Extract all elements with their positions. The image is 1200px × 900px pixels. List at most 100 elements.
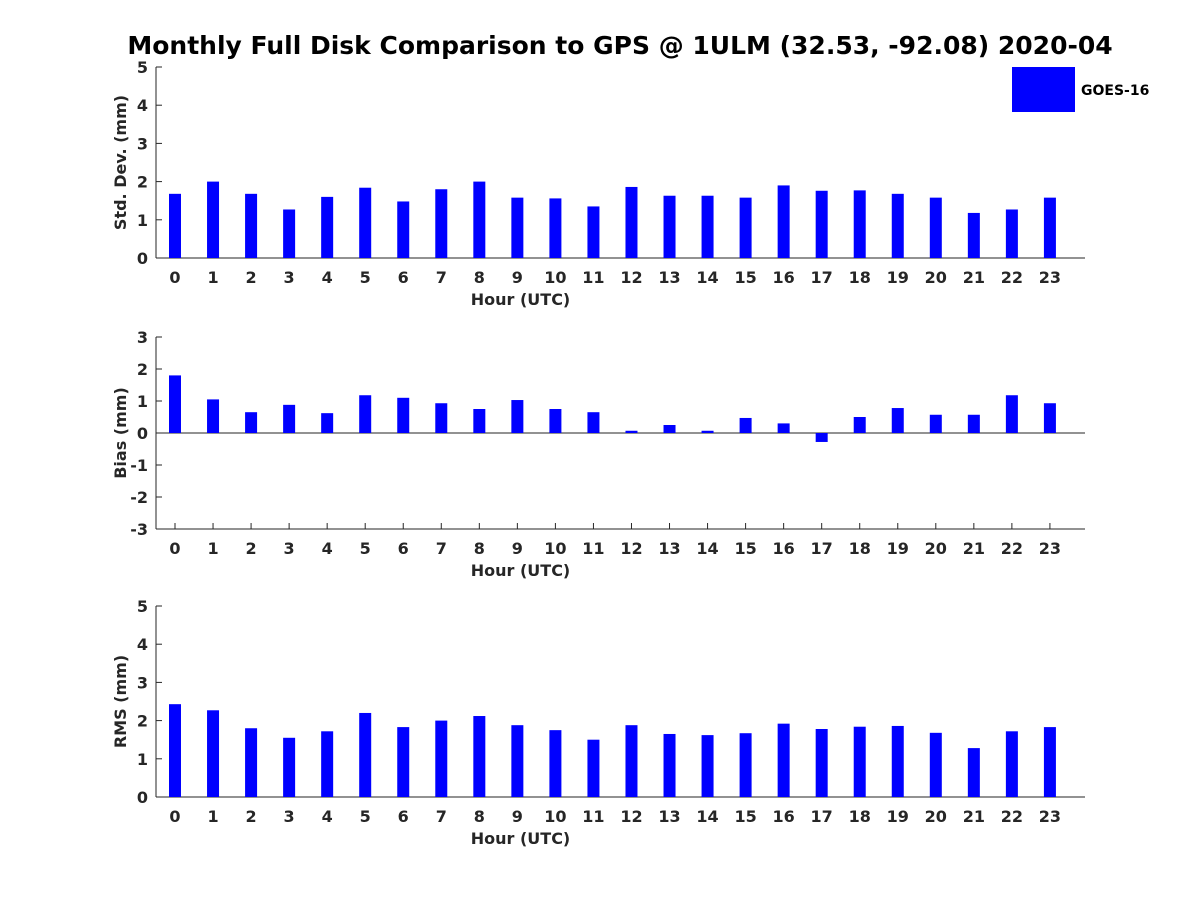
bar-hour-15	[739, 197, 752, 258]
x-tick-label: 3	[284, 807, 295, 826]
legend: GOES-16	[1012, 67, 1149, 112]
bar-hour-23	[1043, 197, 1056, 258]
x-tick-label: 4	[322, 268, 333, 287]
bar-hour-7	[435, 720, 448, 797]
bar-hour-0	[169, 375, 181, 433]
bar-hour-23	[1043, 403, 1056, 433]
x-tick-label: 2	[246, 539, 257, 558]
bar-hour-3	[283, 737, 296, 797]
bar-hour-20	[929, 414, 942, 433]
bar-hour-8	[473, 181, 486, 258]
bar-hour-1	[207, 710, 220, 797]
bar-hour-18	[853, 726, 866, 797]
x-tick-label: 4	[322, 807, 333, 826]
x-tick-label: 14	[696, 539, 718, 558]
bar-hour-4	[321, 196, 334, 258]
x-tick-label: 18	[849, 539, 871, 558]
x-tick-label: 2	[246, 807, 257, 826]
legend-swatch-goes-16	[1012, 67, 1075, 112]
x-tick-label: 16	[773, 268, 795, 287]
bar-hour-19	[891, 193, 904, 258]
x-tick-label: 6	[398, 539, 409, 558]
bar-hour-6	[397, 727, 410, 797]
y-tick-label: 4	[137, 96, 148, 115]
bar-hour-7	[435, 189, 448, 258]
x-tick-label: 12	[620, 539, 642, 558]
x-tick-label: 18	[849, 268, 871, 287]
x-tick-label: 17	[811, 539, 833, 558]
bar-hour-22	[1005, 395, 1018, 433]
y-tick-label: 3	[137, 328, 148, 347]
bar-hour-1	[207, 399, 220, 433]
bar-hour-10	[549, 730, 562, 797]
bar-hour-19	[891, 725, 904, 797]
bar-hour-17	[815, 433, 828, 442]
bar-hour-22	[1005, 209, 1018, 258]
bar-hour-0	[169, 704, 181, 797]
x-tick-label: 23	[1039, 268, 1061, 287]
y-tick-label: 0	[137, 788, 148, 807]
x-tick-label: 20	[925, 268, 947, 287]
x-tick-label: 17	[811, 807, 833, 826]
bar-hour-22	[1005, 731, 1018, 797]
x-tick-label: 0	[169, 807, 180, 826]
y-tick-label: 5	[137, 58, 148, 77]
bar-hour-5	[359, 395, 372, 433]
bar-hour-21	[967, 212, 980, 258]
x-tick-label: 1	[207, 268, 218, 287]
bar-hour-9	[511, 725, 524, 797]
x-tick-label: 8	[474, 539, 485, 558]
bar-hour-5	[359, 187, 372, 258]
x-tick-label: 3	[284, 268, 295, 287]
x-tick-label: 1	[207, 807, 218, 826]
x-tick-label: 21	[963, 268, 985, 287]
bar-hour-17	[815, 729, 828, 797]
x-axis-label: Hour (UTC)	[471, 561, 571, 580]
x-tick-label: 20	[925, 807, 947, 826]
x-tick-label: 14	[696, 268, 718, 287]
x-tick-label: 23	[1039, 807, 1061, 826]
bar-hour-7	[435, 403, 448, 433]
x-tick-label: 18	[849, 807, 871, 826]
x-tick-label: 13	[658, 807, 680, 826]
bar-hour-21	[967, 414, 980, 433]
x-tick-label: 16	[773, 807, 795, 826]
x-tick-label: 19	[887, 268, 909, 287]
x-tick-label: 13	[658, 268, 680, 287]
x-tick-label: 12	[620, 268, 642, 287]
x-tick-label: 9	[512, 268, 523, 287]
bar-hour-4	[321, 413, 334, 433]
x-tick-label: 7	[436, 539, 447, 558]
x-axis-label: Hour (UTC)	[471, 829, 571, 848]
x-tick-label: 11	[582, 807, 604, 826]
x-tick-label: 2	[246, 268, 257, 287]
bar-hour-9	[511, 400, 524, 433]
y-tick-label: 3	[137, 673, 148, 692]
x-tick-label: 5	[360, 268, 371, 287]
x-tick-label: 13	[658, 539, 680, 558]
y-tick-label: 2	[137, 173, 148, 192]
bar-hour-17	[815, 190, 828, 258]
bar-hour-13	[663, 425, 676, 433]
bar-hour-3	[283, 209, 296, 258]
x-tick-label: 19	[887, 539, 909, 558]
bar-hour-16	[777, 185, 790, 258]
y-tick-label: 4	[137, 635, 148, 654]
bar-hour-14	[701, 195, 714, 258]
bar-hour-6	[397, 397, 410, 433]
x-tick-label: 7	[436, 807, 447, 826]
bar-hour-18	[853, 417, 866, 433]
bar-hour-2	[245, 193, 258, 258]
x-tick-label: 22	[1001, 807, 1023, 826]
x-tick-label: 11	[582, 268, 604, 287]
bar-hour-10	[549, 409, 562, 433]
bar-hour-5	[359, 712, 372, 797]
bar-hour-13	[663, 733, 676, 797]
x-tick-label: 14	[696, 807, 718, 826]
x-tick-label: 7	[436, 268, 447, 287]
x-tick-label: 22	[1001, 539, 1023, 558]
bar-hour-12	[625, 725, 638, 797]
x-tick-label: 1	[207, 539, 218, 558]
y-tick-label: 3	[137, 134, 148, 153]
